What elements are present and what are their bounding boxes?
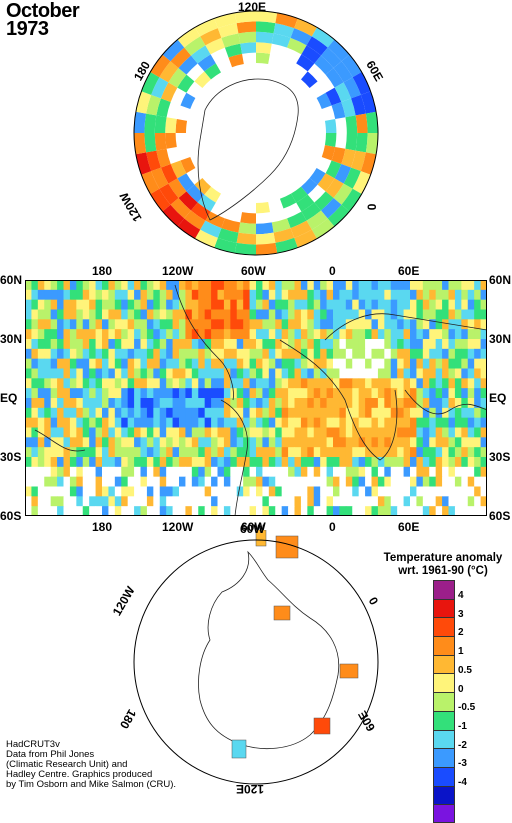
lat-label-30s-right: 30S xyxy=(489,450,511,464)
lon-label-60e-bottom: 60E xyxy=(398,520,420,534)
legend-swatch xyxy=(433,580,455,599)
north-label-0: 0 xyxy=(364,203,379,211)
legend-title: Temperature anomaly wrt. 1961-90 (°C) xyxy=(376,552,510,578)
lon-label-180-bottom: 180 xyxy=(92,520,113,534)
title-month: October xyxy=(6,0,80,22)
legend-swatch xyxy=(433,710,455,730)
legend-swatch xyxy=(433,654,455,674)
north-label-120e: 120E xyxy=(238,0,267,14)
legend-swatch xyxy=(433,673,455,693)
credits: HadCRUT3v Data from Phil Jones (Climatic… xyxy=(6,740,176,790)
legend-tick-label: 2 xyxy=(458,627,464,639)
legend-swatch xyxy=(433,748,455,767)
legend-swatch xyxy=(433,766,455,786)
south-label-60w: 60W xyxy=(240,522,265,536)
legend-swatch xyxy=(433,636,455,655)
legend-swatch xyxy=(433,692,455,711)
legend-title-line2: wrt. 1961-90 (°C) xyxy=(398,565,488,577)
title-year: 1973 xyxy=(6,18,49,40)
lon-label-0-bottom: 0 xyxy=(329,520,336,534)
legend-tick-label: 3 xyxy=(458,608,464,620)
global-map xyxy=(25,280,487,516)
legend-swatch xyxy=(433,617,455,637)
legend-tick-label: -0.5 xyxy=(458,702,476,714)
page-title: October 1973 xyxy=(6,0,80,40)
legend-tick-label: -3 xyxy=(458,758,467,770)
lat-label-60s-right: 60S xyxy=(489,509,511,523)
lon-label-120w-bottom: 120W xyxy=(162,520,194,534)
south-polar-map xyxy=(133,530,379,785)
credit-line: HadCRUT3v xyxy=(6,739,60,750)
legend-tick-label: 0.5 xyxy=(458,664,472,676)
legend-tick-label: 0 xyxy=(458,683,464,695)
lat-label-60n-left: 60N xyxy=(0,273,23,287)
color-legend xyxy=(433,580,455,823)
credit-line: Data from Phil Jones xyxy=(6,749,95,760)
legend-tick-label: -4 xyxy=(458,777,467,788)
lat-label-60s-left: 60S xyxy=(0,509,22,523)
legend-title-line1: Temperature anomaly xyxy=(383,552,503,564)
lon-label-60e-top: 60E xyxy=(398,264,420,278)
north-polar-map xyxy=(133,10,379,256)
lon-label-60w-top: 60W xyxy=(241,264,266,278)
lat-label-eq-right: EQ xyxy=(489,391,507,405)
legend-tick-label: 4 xyxy=(458,590,464,601)
lat-label-60n-right: 60N xyxy=(489,273,512,287)
credit-line: (Climatic Research Unit) and xyxy=(6,759,128,770)
lat-label-30n-left: 30N xyxy=(0,332,23,346)
legend-swatch xyxy=(433,804,455,823)
legend-swatch xyxy=(433,785,455,805)
credit-line: Hadley Centre. Graphics produced xyxy=(6,769,153,780)
legend-swatch xyxy=(433,598,455,618)
legend-tick-label: -1 xyxy=(458,720,467,732)
legend-swatch xyxy=(433,729,455,749)
legend-tick-label: -2 xyxy=(458,739,467,751)
lon-label-120w-top: 120W xyxy=(162,264,194,278)
credit-line: by Tim Osborn and Mike Salmon (CRU). xyxy=(6,779,176,790)
lon-label-180-top: 180 xyxy=(92,264,113,278)
lat-label-30s-left: 30S xyxy=(0,450,22,464)
legend-tick-label: 1 xyxy=(458,646,464,658)
lat-label-30n-right: 30N xyxy=(489,332,512,346)
lat-label-eq-left: EQ xyxy=(0,391,18,405)
south-label-120e: 120E xyxy=(236,782,265,796)
lon-label-0-top: 0 xyxy=(329,264,336,278)
